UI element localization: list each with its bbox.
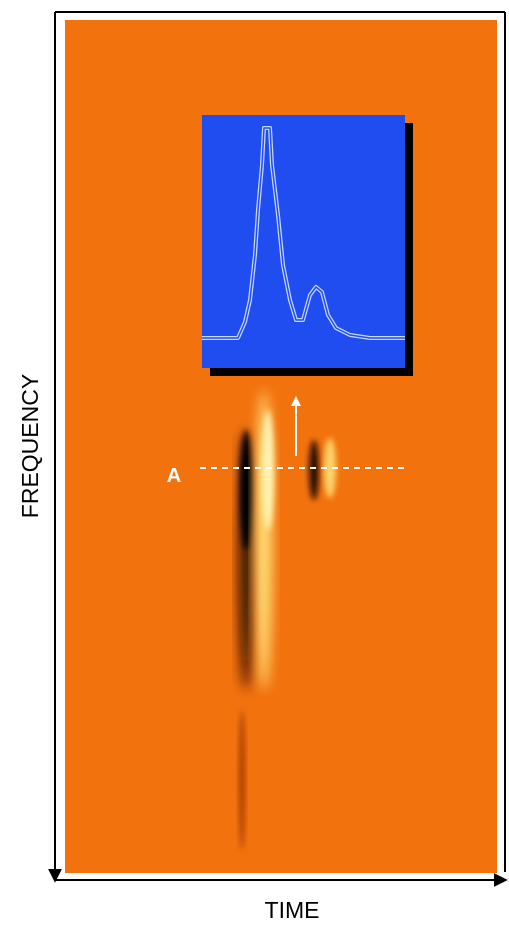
inset-panel	[202, 115, 405, 368]
y-axis-label: FREQUENCY	[17, 374, 43, 518]
marker-label: A	[167, 465, 181, 487]
spectrogram-diagram: A FREQUENCY TIME	[0, 0, 509, 927]
x-axis-label: TIME	[265, 897, 320, 923]
